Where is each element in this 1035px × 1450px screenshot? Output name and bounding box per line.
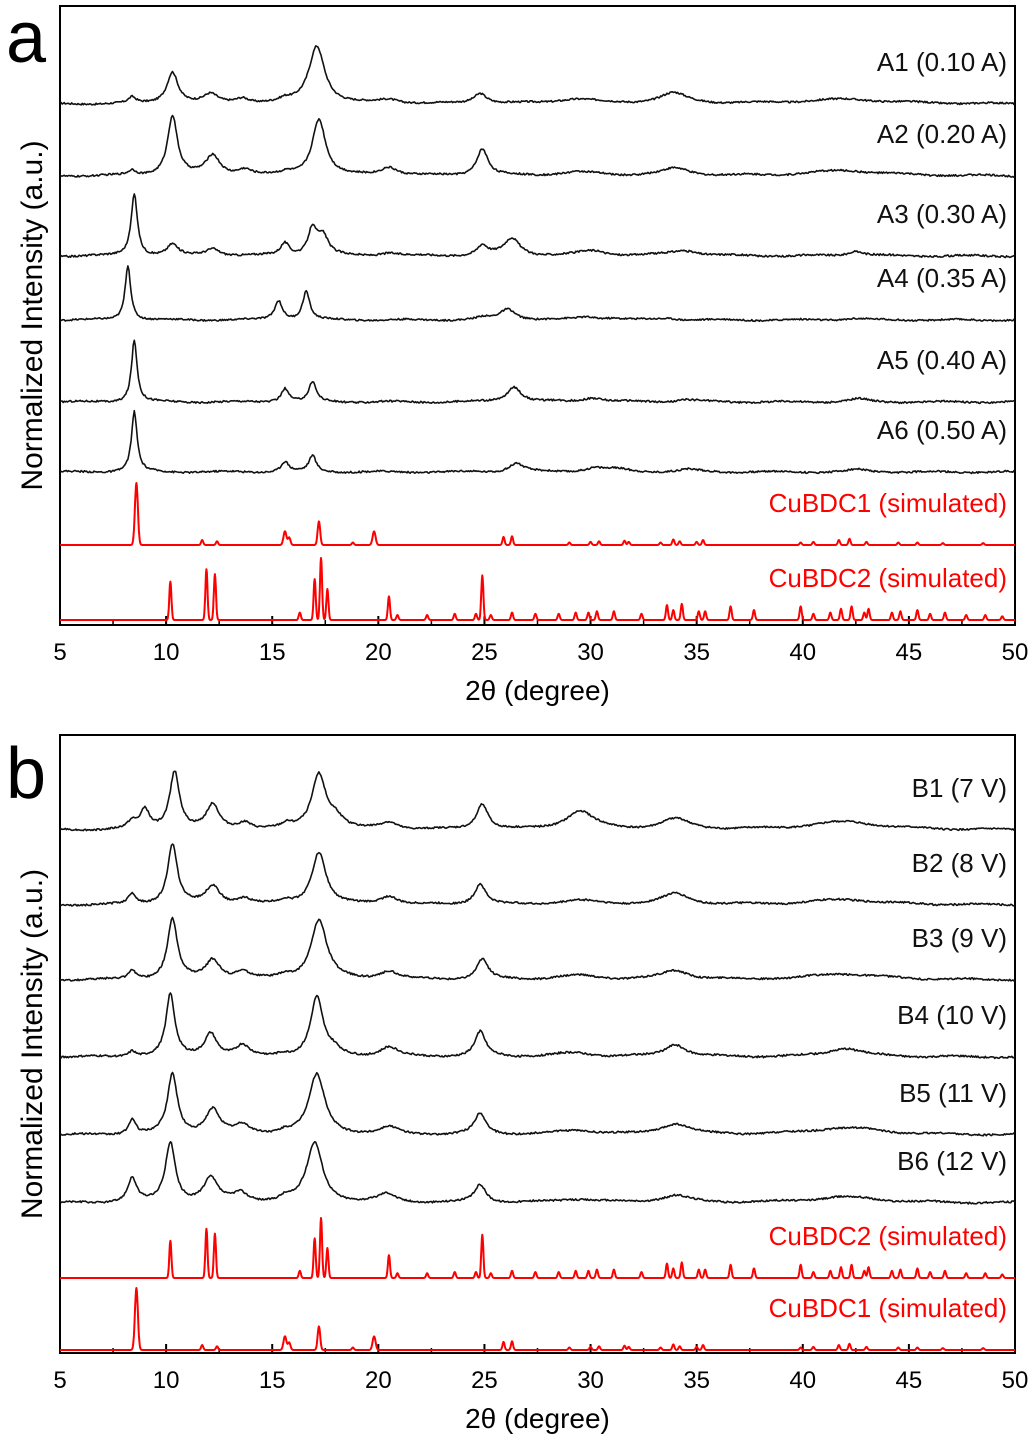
series-line [59, 409, 1016, 475]
series-label: A2 (0.20 A) [877, 119, 1007, 149]
x-tick-label: 45 [896, 1367, 923, 1394]
series-label: CuBDC2 (simulated) [769, 1221, 1007, 1251]
x-tick-label: 25 [471, 1367, 498, 1394]
x-tick-label: 30 [577, 1367, 604, 1394]
series-label: B3 (9 V) [912, 923, 1007, 953]
series-label: CuBDC1 (simulated) [769, 488, 1007, 518]
x-tick-label: 10 [153, 639, 180, 666]
x-tick-label: 20 [365, 1367, 392, 1394]
chart-panel-b: b 5 10 15 20 25 30 35 40 45 50 2θ (degree) Normalize… [6, 734, 1028, 1434]
x-tick-label: 40 [789, 1367, 816, 1394]
y-axis-label: Normalized Intensity (a.u.) [16, 869, 49, 1219]
x-tick-label: 50 [1002, 1367, 1029, 1394]
series-line [59, 557, 1016, 621]
series-label: A3 (0.30 A) [877, 199, 1007, 229]
series-line [59, 1071, 1016, 1137]
series-line [59, 265, 1016, 323]
series-line [59, 1287, 1016, 1351]
series-label: B2 (8 V) [912, 848, 1007, 878]
series-line [59, 770, 1016, 832]
x-tick-label: 35 [683, 639, 710, 666]
series-label: B1 (7 V) [912, 773, 1007, 803]
series-label: A1 (0.10 A) [877, 47, 1007, 77]
series-line [59, 992, 1016, 1060]
x-axis-label: 2θ (degree) [465, 1403, 610, 1434]
x-tick-label: 45 [896, 639, 923, 666]
x-tick-label: 5 [53, 1367, 66, 1394]
series-line [59, 1217, 1016, 1279]
series-label: B5 (11 V) [899, 1078, 1007, 1108]
series-label: CuBDC1 (simulated) [769, 1293, 1007, 1323]
x-tick-label: 30 [577, 639, 604, 666]
x-tick-label: 50 [1002, 639, 1029, 666]
series-label: A6 (0.50 A) [877, 415, 1007, 445]
plot-frame [59, 5, 1016, 626]
panel-letter: a [6, 0, 47, 78]
series-label: A4 (0.35 A) [877, 263, 1007, 293]
series-label: B6 (12 V) [897, 1146, 1007, 1176]
x-tick-label: 15 [259, 639, 286, 666]
y-axis-label: Normalized Intensity (a.u.) [16, 140, 49, 490]
x-tick-label: 40 [789, 639, 816, 666]
series-label: B4 (10 V) [897, 1000, 1007, 1030]
x-tick-label: 10 [153, 1367, 180, 1394]
x-axis-label: 2θ (degree) [465, 675, 610, 706]
series-line [59, 482, 1016, 546]
series-line [59, 114, 1016, 178]
x-tick-label: 35 [683, 1367, 710, 1394]
series-line [59, 843, 1016, 907]
series-line [59, 1141, 1016, 1205]
panel-letter: b [6, 734, 46, 814]
chart-panel-a: a 5 10 15 20 25 30 35 40 45 50 2θ (degree) Normalize… [6, 0, 1028, 706]
x-tick-label: 5 [53, 639, 66, 666]
x-tick-label: 20 [365, 639, 392, 666]
series-label: CuBDC2 (simulated) [769, 563, 1007, 593]
x-tick-label: 25 [471, 639, 498, 666]
series-line [59, 339, 1016, 405]
x-tick-label: 15 [259, 1367, 286, 1394]
series-line [59, 193, 1016, 259]
series-line [59, 916, 1016, 982]
series-label: A5 (0.40 A) [877, 345, 1007, 375]
series-line [59, 45, 1016, 106]
